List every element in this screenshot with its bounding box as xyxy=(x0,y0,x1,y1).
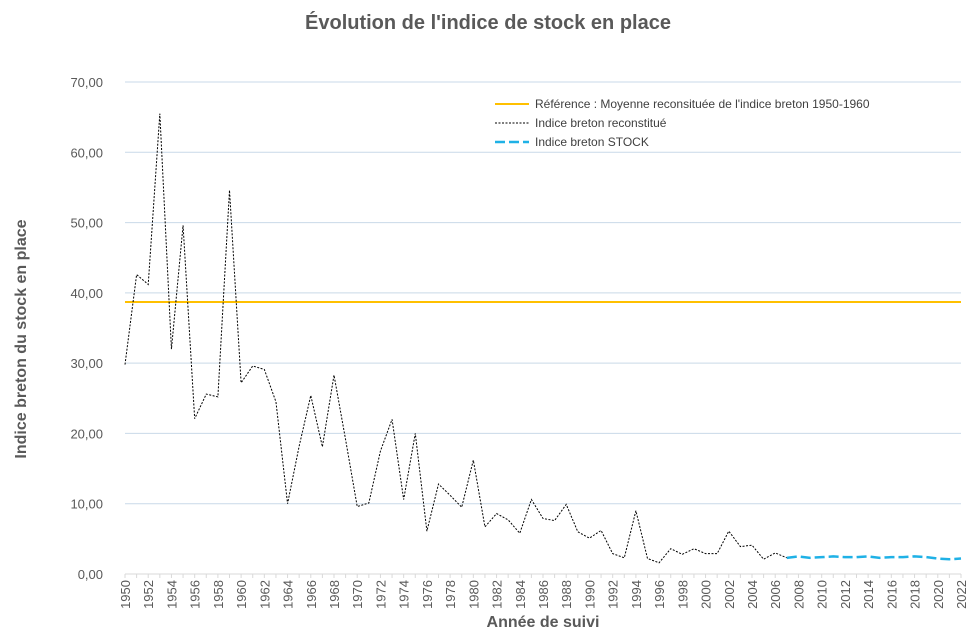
x-tick-label: 1966 xyxy=(304,580,319,609)
series-line-2 xyxy=(124,113,788,564)
x-tick-label: 1976 xyxy=(420,580,435,609)
y-tick-label: 70,00 xyxy=(70,75,103,90)
legend-label-3: Indice breton STOCK xyxy=(535,135,649,149)
x-tick-label: 1968 xyxy=(327,580,342,609)
x-tick-label: 1954 xyxy=(164,580,179,609)
x-tick-label: 1990 xyxy=(582,580,597,609)
y-tick-label: 50,00 xyxy=(70,216,103,231)
x-tick-label: 2002 xyxy=(722,580,737,609)
legend: Référence : Moyenne reconsituée de l'ind… xyxy=(495,97,870,149)
series-line-3 xyxy=(786,555,962,561)
x-tick-label: 2006 xyxy=(768,580,783,609)
x-tick-label: 2020 xyxy=(931,580,946,609)
y-tick-label: 20,00 xyxy=(70,426,103,441)
x-tick-label: 1974 xyxy=(397,580,412,609)
x-tick-label: 1992 xyxy=(606,580,621,609)
x-tick-label: 1982 xyxy=(490,580,505,609)
x-tick-label: 2018 xyxy=(908,580,923,609)
y-tick-label: 40,00 xyxy=(70,286,103,301)
x-tick-label: 2000 xyxy=(699,580,714,609)
x-tick-label: 1956 xyxy=(188,580,203,609)
y-tick-label: 0,00 xyxy=(78,567,103,582)
y-tick-label: 30,00 xyxy=(70,356,103,371)
x-tick-label: 1998 xyxy=(675,580,690,609)
x-tick-label: 1950 xyxy=(118,580,133,609)
legend-label-1: Référence : Moyenne reconsituée de l'ind… xyxy=(535,97,870,111)
x-tick-label: 1964 xyxy=(281,580,296,609)
legend-label-2: Indice breton reconstitué xyxy=(535,116,667,130)
x-tick-label: 1984 xyxy=(513,580,528,609)
x-tick-label: 1996 xyxy=(652,580,667,609)
x-tick-label: 2008 xyxy=(791,580,806,609)
y-tick-label: 60,00 xyxy=(70,145,103,160)
x-tick-label: 2016 xyxy=(884,580,899,609)
x-tick-label: 2010 xyxy=(815,580,830,609)
x-tick-label: 1952 xyxy=(141,580,156,609)
x-tick-label: 1960 xyxy=(234,580,249,609)
x-tick-label: 1980 xyxy=(466,580,481,609)
x-tick-label: 1970 xyxy=(350,580,365,609)
x-tick-label: 1958 xyxy=(211,580,226,609)
gridlines xyxy=(125,81,961,505)
axes: 0,00 10,00 20,00 30,00 40,00 50,00 60,00 70,00 1… xyxy=(70,75,969,609)
x-tick-label: 2022 xyxy=(954,580,969,609)
x-tick-label: 1988 xyxy=(559,580,574,609)
x-tick-label: 1972 xyxy=(373,580,388,609)
x-axis-title: Année de suivi xyxy=(486,614,600,631)
series-lines xyxy=(124,113,962,564)
x-tick-label: 1994 xyxy=(629,580,644,609)
x-tick-label: 1978 xyxy=(443,580,458,609)
x-tick-label: 2004 xyxy=(745,580,760,609)
y-tick-label: 10,00 xyxy=(70,497,103,512)
x-tick-label: 2012 xyxy=(838,580,853,609)
x-tick-label: 2014 xyxy=(861,580,876,609)
x-tick-label: 1986 xyxy=(536,580,551,609)
chart-title: Évolution de l'indice de stock en place xyxy=(305,12,671,34)
x-tick-label: 1962 xyxy=(257,580,272,609)
